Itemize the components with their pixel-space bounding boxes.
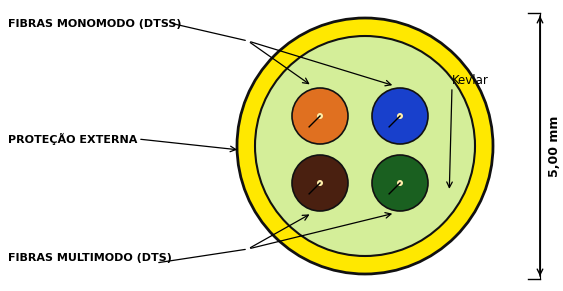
- Text: PROTEÇÃO EXTERNA: PROTEÇÃO EXTERNA: [8, 133, 137, 145]
- Circle shape: [317, 180, 323, 186]
- Circle shape: [255, 36, 475, 256]
- Text: Kevlar: Kevlar: [452, 74, 489, 88]
- Text: FIBRAS MONOMODO (DTSS): FIBRAS MONOMODO (DTSS): [8, 19, 181, 29]
- Text: 5,00 mm: 5,00 mm: [547, 115, 561, 177]
- Circle shape: [372, 155, 428, 211]
- Text: FIBRAS MULTIMODO (DTS): FIBRAS MULTIMODO (DTS): [8, 253, 172, 263]
- Circle shape: [237, 18, 493, 274]
- Circle shape: [372, 88, 428, 144]
- Circle shape: [317, 113, 323, 119]
- Circle shape: [292, 88, 348, 144]
- Circle shape: [397, 180, 403, 186]
- Circle shape: [292, 155, 348, 211]
- Circle shape: [397, 113, 403, 119]
